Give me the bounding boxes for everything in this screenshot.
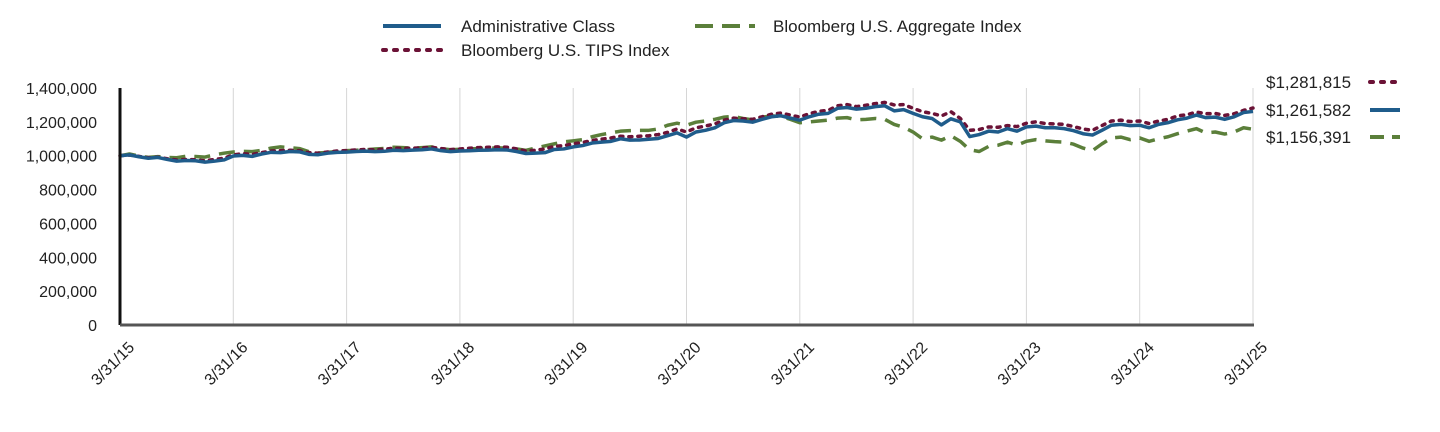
y-tick-label: 400,000 [39, 250, 97, 267]
x-tick-label: 3/31/15 [88, 339, 138, 389]
axes: 3/31/15 3/31/16 3/31/17 3/31/18 3/31/19 3/31/… [26, 81, 1271, 389]
end-value-label: $1,261,582 [1266, 101, 1351, 120]
y-tick-label: 600,000 [39, 216, 97, 233]
x-tick-label: 3/31/20 [655, 339, 705, 389]
x-tick-label: 3/31/24 [1108, 339, 1158, 389]
grid-lines [232, 88, 1254, 325]
x-tick-label: 3/31/18 [428, 339, 478, 389]
x-tick-label: 3/31/19 [542, 339, 592, 389]
series-lines [118, 100, 1255, 164]
y-tick-label: 200,000 [39, 284, 97, 301]
x-tick-label: 3/31/16 [202, 339, 252, 389]
end-value-label: $1,156,391 [1266, 128, 1351, 147]
y-tick-label: 1,000,000 [26, 149, 97, 166]
x-tick-label: 3/31/22 [882, 339, 932, 389]
legend-label: Bloomberg U.S. TIPS Index [461, 41, 670, 60]
series-line [119, 104, 1254, 164]
y-tick-label: 1,400,000 [26, 81, 97, 98]
x-tick-label: 3/31/25 [1221, 339, 1271, 389]
y-tick-label: 0 [88, 318, 97, 335]
x-tick-label: 3/31/17 [315, 339, 365, 389]
legend-label: Administrative Class [461, 17, 615, 36]
x-tick-label: 3/31/21 [768, 339, 818, 389]
legend-label: Bloomberg U.S. Aggregate Index [773, 17, 1022, 36]
y-tick-label: 800,000 [39, 183, 97, 200]
x-tick-label: 3/31/23 [995, 339, 1045, 389]
end-value-labels: $1,281,815 $1,261,582 $1,156,391 [1266, 73, 1402, 147]
y-tick-label: 1,200,000 [26, 115, 97, 132]
end-value-label: $1,281,815 [1266, 73, 1351, 92]
legend: Administrative Class Bloomberg U.S. Aggre… [381, 17, 1022, 60]
